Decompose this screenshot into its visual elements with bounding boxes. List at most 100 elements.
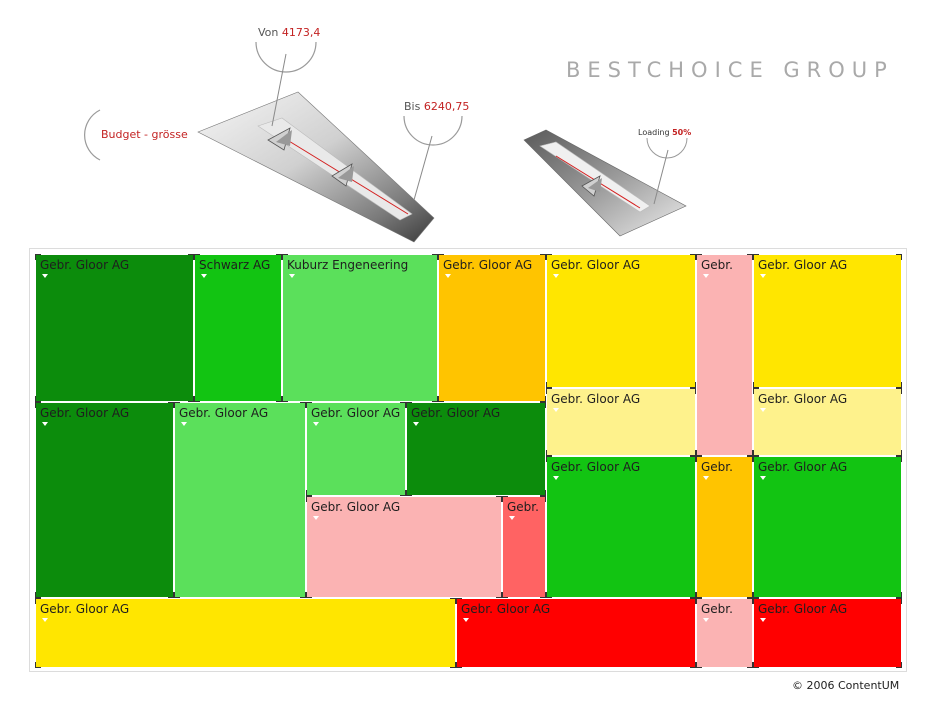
dropdown-arrow-icon[interactable]	[445, 274, 451, 278]
dropdown-arrow-icon[interactable]	[509, 516, 515, 520]
corner-mark-icon	[306, 496, 312, 502]
dropdown-arrow-icon[interactable]	[42, 274, 48, 278]
corner-mark-icon	[546, 254, 552, 260]
dropdown-arrow-icon[interactable]	[413, 422, 419, 426]
treemap-tile-label: Gebr. Gloor AG	[758, 392, 848, 406]
treemap-tile[interactable]: Gebr. Gloor AG	[35, 598, 456, 668]
dropdown-arrow-icon[interactable]	[181, 422, 187, 426]
corner-mark-icon	[194, 396, 200, 402]
corner-mark-icon	[747, 592, 753, 598]
dropdown-arrow-icon[interactable]	[760, 408, 766, 412]
budget-arc	[84, 109, 101, 161]
treemap-tile[interactable]: Gebr. Gloor AG	[174, 402, 306, 598]
corner-mark-icon	[753, 254, 759, 260]
corner-mark-icon	[747, 598, 753, 604]
corner-mark-icon	[300, 592, 306, 598]
corner-mark-icon	[690, 598, 696, 604]
dropdown-arrow-icon[interactable]	[553, 476, 559, 480]
treemap-tile[interactable]: Gebr.	[696, 254, 753, 456]
treemap-tile[interactable]: Gebr.	[502, 496, 546, 598]
from-arc	[255, 41, 317, 73]
treemap-tile[interactable]: Gebr. Gloor AG	[35, 402, 174, 598]
treemap-tile-label: Gebr. Gloor AG	[40, 602, 130, 616]
corner-mark-icon	[896, 382, 902, 388]
treemap-tile[interactable]: Gebr. Gloor AG	[546, 388, 696, 456]
dropdown-arrow-icon[interactable]	[463, 618, 469, 622]
corner-mark-icon	[690, 254, 696, 260]
corner-mark-icon	[753, 592, 759, 598]
brand-title: BESTCHOICE GROUP	[566, 58, 894, 82]
treemap-tile-label: Gebr. Gloor AG	[758, 258, 848, 272]
corner-mark-icon	[168, 402, 174, 408]
dropdown-arrow-icon[interactable]	[703, 618, 709, 622]
dropdown-arrow-icon[interactable]	[553, 274, 559, 278]
treemap-tile[interactable]: Gebr. Gloor AG	[456, 598, 696, 668]
to-value-label: Bis 6240,75	[404, 100, 469, 113]
corner-mark-icon	[747, 450, 753, 456]
corner-mark-icon	[546, 382, 552, 388]
treemap-tile[interactable]: Gebr. Gloor AG	[406, 402, 546, 496]
treemap-tile-label: Gebr. Gloor AG	[551, 392, 641, 406]
treemap-tile-label: Kuburz Engeneering	[287, 258, 409, 272]
treemap-tile[interactable]: Gebr. Gloor AG	[438, 254, 546, 402]
dropdown-arrow-icon[interactable]	[703, 274, 709, 278]
treemap-tile[interactable]: Gebr. Gloor AG	[753, 598, 902, 668]
corner-mark-icon	[540, 402, 546, 408]
treemap-tile[interactable]: Gebr.	[696, 456, 753, 598]
loading-value: 50%	[672, 128, 692, 137]
dropdown-arrow-icon[interactable]	[313, 422, 319, 426]
treemap-tile-label: Gebr. Gloor AG	[443, 258, 533, 272]
corner-mark-icon	[540, 396, 546, 402]
corner-mark-icon	[456, 662, 462, 668]
loading-text: Loading	[638, 128, 670, 137]
to-label-text: Bis	[404, 100, 421, 113]
treemap-tile-label: Gebr. Gloor AG	[758, 460, 848, 474]
treemap-tile-label: Gebr. Gloor AG	[40, 406, 130, 420]
treemap-tile[interactable]: Gebr. Gloor AG	[546, 456, 696, 598]
corner-mark-icon	[540, 496, 546, 502]
corner-mark-icon	[896, 592, 902, 598]
dropdown-arrow-icon[interactable]	[201, 274, 207, 278]
treemap-tile[interactable]: Gebr. Gloor AG	[35, 254, 194, 402]
treemap-tile[interactable]: Gebr. Gloor AG	[306, 496, 502, 598]
corner-mark-icon	[432, 254, 438, 260]
treemap-tile[interactable]: Gebr. Gloor AG	[753, 254, 902, 388]
corner-mark-icon	[496, 592, 502, 598]
corner-mark-icon	[194, 254, 200, 260]
corner-mark-icon	[276, 254, 282, 260]
treemap-tile[interactable]: Kuburz Engeneering	[282, 254, 438, 402]
treemap-tile[interactable]: Schwarz AG	[194, 254, 282, 402]
corner-mark-icon	[282, 396, 288, 402]
corner-mark-icon	[753, 598, 759, 604]
corner-mark-icon	[696, 662, 702, 668]
treemap-tile-label: Gebr. Gloor AG	[179, 406, 269, 420]
corner-mark-icon	[546, 450, 552, 456]
dropdown-arrow-icon[interactable]	[760, 618, 766, 622]
corner-mark-icon	[188, 396, 194, 402]
dropdown-arrow-icon[interactable]	[553, 408, 559, 412]
dropdown-arrow-icon[interactable]	[289, 274, 295, 278]
treemap-tile-label: Gebr. Gloor AG	[758, 602, 848, 616]
corner-mark-icon	[450, 598, 456, 604]
dropdown-arrow-icon[interactable]	[313, 516, 319, 520]
treemap-tile[interactable]: Gebr.	[696, 598, 753, 668]
corner-mark-icon	[306, 592, 312, 598]
corner-mark-icon	[35, 598, 41, 604]
dropdown-arrow-icon[interactable]	[42, 422, 48, 426]
corner-mark-icon	[300, 402, 306, 408]
treemap-tile[interactable]: Gebr. Gloor AG	[753, 456, 902, 598]
treemap-tile-label: Gebr. Gloor AG	[40, 258, 130, 272]
corner-mark-icon	[496, 496, 502, 502]
corner-mark-icon	[690, 382, 696, 388]
corner-mark-icon	[546, 592, 552, 598]
loading-arc	[646, 137, 688, 159]
dropdown-arrow-icon[interactable]	[42, 618, 48, 622]
dropdown-arrow-icon[interactable]	[703, 476, 709, 480]
treemap-tile[interactable]: Gebr. Gloor AG	[753, 388, 902, 456]
treemap-tile-label: Gebr.	[507, 500, 539, 514]
treemap-tile[interactable]: Gebr. Gloor AG	[306, 402, 406, 496]
treemap-tile[interactable]: Gebr. Gloor AG	[546, 254, 696, 388]
dropdown-arrow-icon[interactable]	[760, 476, 766, 480]
corner-mark-icon	[456, 598, 462, 604]
dropdown-arrow-icon[interactable]	[760, 274, 766, 278]
